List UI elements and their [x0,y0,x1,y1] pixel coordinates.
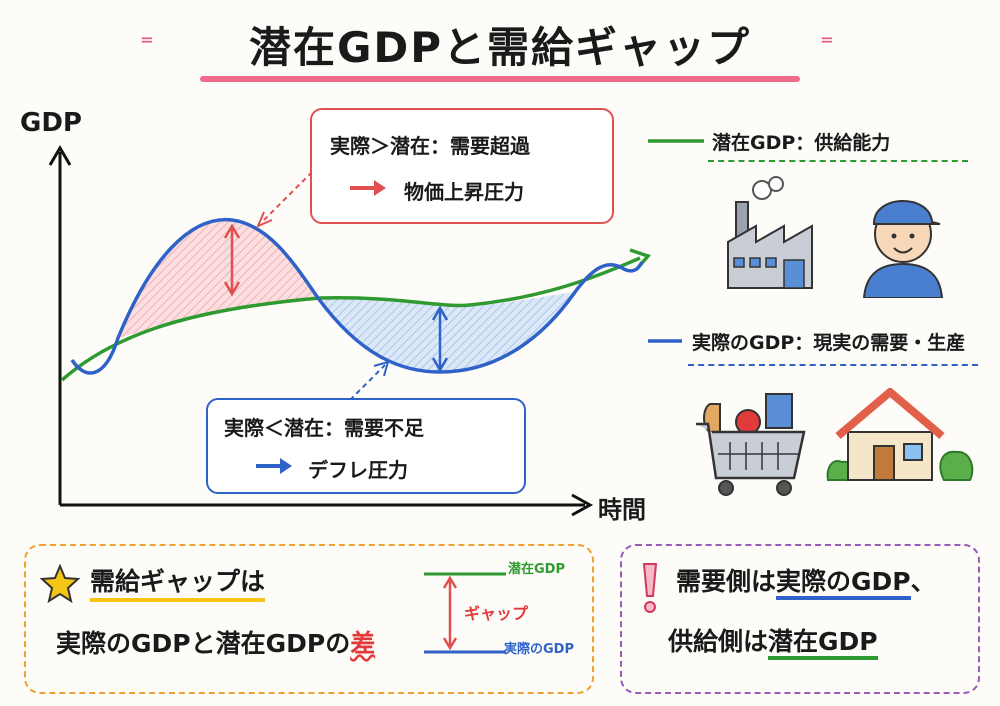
mini-gap-label: ギャップ [464,604,529,623]
mini-potential-label: 潜在GDP [508,562,565,577]
actual-gdp-line [70,217,644,375]
factory-icon [727,176,813,289]
legend-actual-label: 実際のGDP：現実の需要・生産 [692,332,966,354]
demand-side-comma: 、 [910,567,936,596]
potential-gdp-line [60,256,641,382]
demand-side-note: 需要側は実際のGDP、 [676,562,936,600]
x-axis-arrowhead [571,493,594,517]
excess-demand-area [118,219,318,338]
page-title: 潜在GDPと需給ギャップ [248,23,752,72]
excess-pointer [261,171,313,223]
excess-demand-effect: 物価上昇圧力 [404,180,524,204]
shortage-pointer [349,364,386,401]
worker-icon [862,200,944,298]
house-icon [826,388,974,481]
sides-note-box: 需要側は実際のGDP、 供給側は潜在GDP [620,544,980,694]
blue-arrow-icon [256,458,292,474]
excess-demand-title: 実際＞潜在：需要超過 [330,134,530,158]
demand-side-text: 需要側は [676,567,777,596]
red-arrow-icon [350,180,386,196]
y-axis-arrowhead [48,145,72,166]
star-icon [40,564,80,604]
demand-shortage-box: 実際＜潜在：需要不足 デフレ圧力 [206,398,526,494]
gap-mini-diagram [424,572,506,654]
demand-side-value: 実際のGDP [776,567,911,600]
demand-shortage-effect: デフレ圧力 [308,458,408,482]
legend-actual-divider [688,364,978,366]
gap-definition-text: 実際のGDPと潜在GDPの [56,629,351,658]
title-underline [200,76,800,82]
mini-actual-label: 実際のGDP [504,642,574,657]
x-axis-label: 時間 [598,496,646,524]
shopping-cart-icon [696,393,806,496]
supply-side-note: 供給側は潜在GDP [668,622,878,660]
gap-heading-text: 需給ギャップは [90,567,266,602]
exclamation-icon [642,563,658,613]
gap-difference-word: 差 [350,629,376,658]
legend-potential-divider [708,160,968,162]
gap-definition: 実際のGDPと潜在GDPの差 [56,624,375,660]
excess-demand-box: 実際＞潜在：需要超過 物価上昇圧力 [310,108,614,224]
supply-side-text: 供給側は [668,627,769,656]
left-sparkle-icon: ⁼ [140,30,154,60]
gap-heading: 需給ギャップは [90,562,266,602]
gap-definition-box: 需給ギャップは 実際のGDPと潜在GDPの差 潜在GDP ギャップ 実際のGDP [24,544,594,694]
legend-potential-label: 潜在GDP：供給能力 [712,132,891,154]
right-sparkle-icon: ⁼ [820,30,834,60]
y-axis-label: GDP [20,108,82,138]
demand-shortage-title: 実際＜潜在：需要不足 [224,416,424,440]
supply-side-value: 潜在GDP [768,627,878,660]
